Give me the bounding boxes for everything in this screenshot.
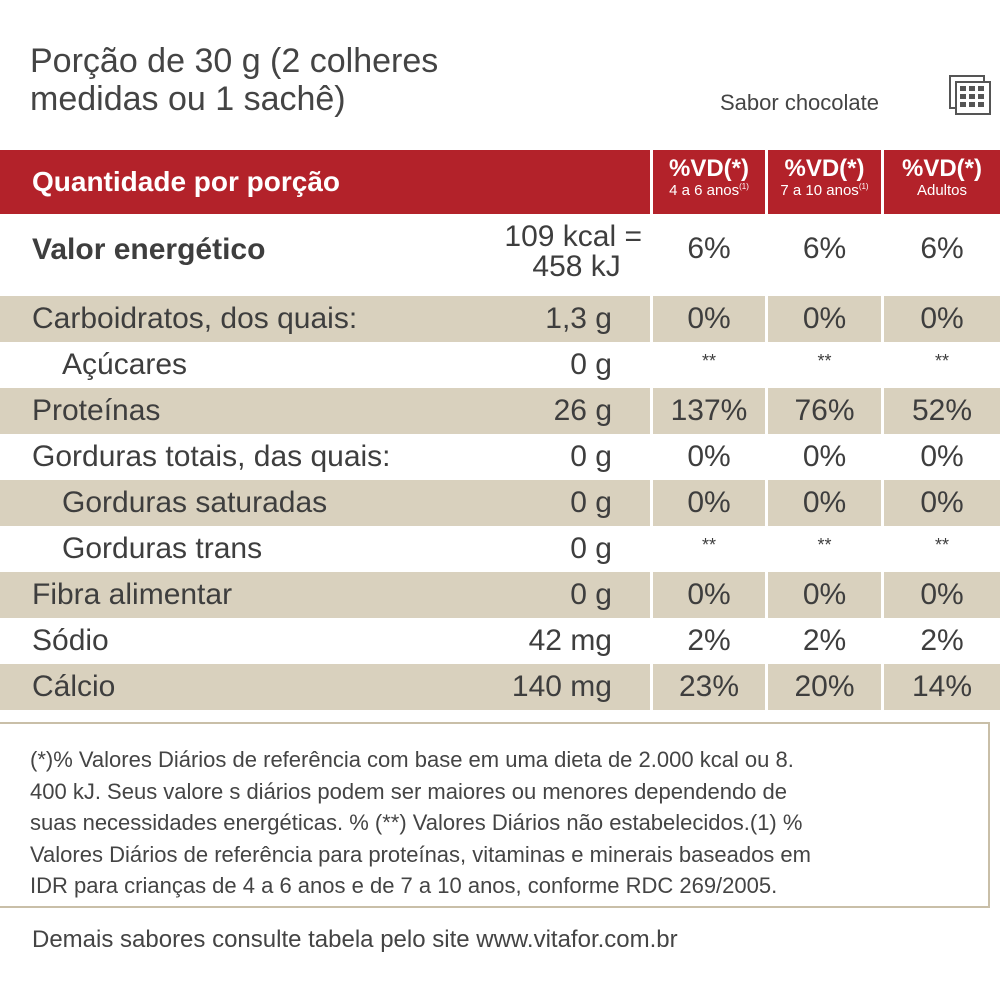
vd-cell: 137% bbox=[653, 388, 765, 434]
vd-cell: 76% bbox=[768, 388, 881, 434]
table-row: Cálcio 140 mg 23% 20% 14% bbox=[0, 664, 1000, 710]
vd-cell: 0% bbox=[687, 440, 731, 473]
table-row-energy: Valor energético 109 kcal = 458 kJ 6% 6%… bbox=[0, 214, 1000, 296]
table-row: Gorduras trans 0 g ** ** ** bbox=[0, 526, 1000, 572]
nutrient-label: Cálcio bbox=[32, 670, 116, 703]
chocolate-bar-icon bbox=[949, 75, 991, 115]
nutrient-amount: 1,3 g bbox=[545, 302, 612, 335]
nutrition-table: Quantidade por porção %VD(*) 4 a 6 anos(… bbox=[0, 150, 1000, 710]
nutrient-label: Proteínas bbox=[32, 394, 161, 427]
footnote-line: Valores Diários de referência para prote… bbox=[30, 841, 811, 867]
vd-cell: ** bbox=[934, 351, 949, 371]
nutrient-label: Gorduras totais, das quais: bbox=[32, 440, 391, 473]
footnote-line: suas necessidades energéticas. % (**) Va… bbox=[30, 810, 803, 835]
vd-cell: ** bbox=[817, 351, 832, 371]
vd-cell: 0% bbox=[653, 480, 765, 526]
nutrient-label: Carboidratos, dos quais: bbox=[32, 302, 358, 335]
vd-cell: 23% bbox=[653, 664, 765, 710]
vd-cell: 0% bbox=[884, 572, 1000, 618]
nutrient-label: Fibra alimentar bbox=[32, 578, 233, 611]
nutrient-amount: 26 g bbox=[553, 394, 612, 427]
footnote-line: (*)% Valores Diários de referência com b… bbox=[30, 747, 794, 772]
header-vd-4-6: %VD(*) 4 a 6 anos(1) bbox=[653, 150, 765, 214]
vd-cell: ** bbox=[934, 535, 949, 555]
vd-cell: 20% bbox=[768, 664, 881, 710]
site-note: Demais sabores consulte tabela pelo site… bbox=[32, 926, 678, 953]
vd-cell: 0% bbox=[884, 296, 1000, 342]
table-row: Sódio 42 mg 2% 2% 2% bbox=[0, 618, 1000, 664]
nutrient-amount: 0 g bbox=[570, 348, 612, 381]
vd-cell: 6% bbox=[920, 232, 964, 265]
vd-cell: 2% bbox=[802, 624, 847, 657]
vd-cell: 0% bbox=[802, 440, 847, 473]
vd-cell: ** bbox=[701, 535, 716, 555]
vd-cell: 0% bbox=[768, 480, 881, 526]
vd-cell: 52% bbox=[884, 388, 1000, 434]
table-row: Carboidratos, dos quais: 1,3 g 0% 0% 0% bbox=[0, 296, 1000, 342]
vd-cell: 0% bbox=[653, 572, 765, 618]
nutrient-amount: 0 g bbox=[570, 578, 612, 611]
vd-cell: ** bbox=[817, 535, 832, 555]
table-row: Fibra alimentar 0 g 0% 0% 0% bbox=[0, 572, 1000, 618]
header-vd-7-10: %VD(*) 7 a 10 anos(1) bbox=[768, 150, 881, 214]
table-row: Gorduras saturadas 0 g 0% 0% 0% bbox=[0, 480, 1000, 526]
vd-cell: 2% bbox=[920, 624, 964, 657]
header-label: Quantidade por porção bbox=[0, 150, 650, 214]
flavor-label: Sabor chocolate bbox=[720, 90, 879, 115]
nutrient-amount: 0 g bbox=[570, 532, 612, 565]
nutrient-amount: 0 g bbox=[570, 440, 612, 473]
vd-cell: 0% bbox=[653, 296, 765, 342]
nutrient-amount: 0 g bbox=[570, 486, 612, 519]
vd-cell: 6% bbox=[802, 232, 847, 265]
header-vd-adults: %VD(*) Adultos bbox=[884, 150, 1000, 214]
footnote: (*)% Valores Diários de referência com b… bbox=[0, 722, 990, 908]
vd-cell: 14% bbox=[884, 664, 1000, 710]
serving-line-2: medidas ou 1 sachê) bbox=[30, 80, 346, 118]
table-header: Quantidade por porção %VD(*) 4 a 6 anos(… bbox=[0, 150, 1000, 214]
nutrient-label: Açúcares bbox=[62, 348, 188, 381]
energy-label: Valor energético bbox=[32, 233, 266, 266]
serving-size: Porção de 30 g (2 colheres medidas ou 1 … bbox=[30, 42, 438, 118]
table-row: Gorduras totais, das quais: 0 g 0% 0% 0% bbox=[0, 434, 1000, 480]
energy-amount: 109 kcal = 458 kJ bbox=[504, 220, 642, 283]
nutrient-label: Sódio bbox=[32, 624, 109, 657]
vd-cell: 0% bbox=[920, 440, 964, 473]
table-row: Açúcares 0 g ** ** ** bbox=[0, 342, 1000, 388]
vd-cell: 0% bbox=[768, 572, 881, 618]
vd-cell: 0% bbox=[884, 480, 1000, 526]
footnote-line: IDR para crianças de 4 a 6 anos e de 7 a… bbox=[30, 873, 778, 898]
nutrient-amount: 140 mg bbox=[511, 670, 612, 703]
vd-cell: 0% bbox=[768, 296, 881, 342]
table-row: Proteínas 26 g 137% 76% 52% bbox=[0, 388, 1000, 434]
vd-cell: ** bbox=[701, 351, 716, 371]
nutrient-amount: 42 mg bbox=[528, 624, 612, 657]
footnote-line: 400 kJ. Seus valore s diários podem ser … bbox=[30, 778, 788, 804]
nutrient-label: Gorduras trans bbox=[62, 532, 263, 565]
serving-line-1: Porção de 30 g (2 colheres bbox=[30, 42, 439, 80]
vd-cell: 6% bbox=[687, 232, 731, 265]
nutrient-label: Gorduras saturadas bbox=[62, 486, 328, 519]
vd-cell: 2% bbox=[687, 624, 731, 657]
